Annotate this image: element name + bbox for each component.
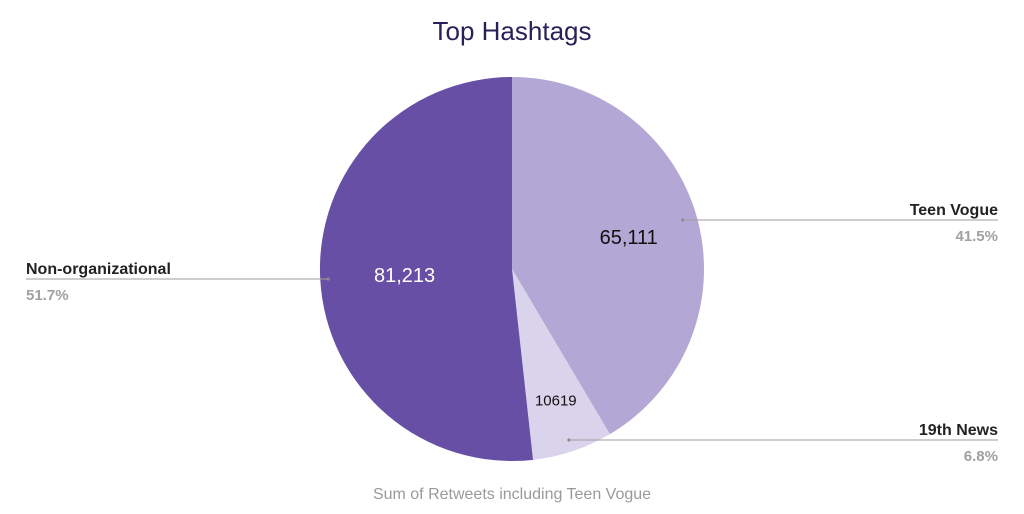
slice-value-labels: 65,111 10619 81,213 [374, 227, 658, 409]
slice-value-label-teen-vogue: 65,111 [600, 227, 658, 249]
callout-percent-teen-vogue: 41.5% [955, 228, 998, 245]
slice-value-label-19th-news: 10619 [535, 393, 577, 410]
callout-percent-non-organizational: 51.7% [26, 287, 69, 304]
pie-slices [319, 77, 704, 461]
chart-title: Top Hashtags [432, 16, 592, 46]
pie-slice-19th-news [512, 269, 610, 460]
pie-slice-non-organizational [319, 77, 534, 461]
callout-name-19th-news: 19th News [919, 422, 998, 439]
slice-value-label-non-organizational: 81,213 [374, 265, 435, 287]
callout-name-non-organizational: Non-organizational [26, 261, 171, 278]
slice-callouts: Teen Vogue 41.5% 19th News 6.8% Non-organiza… [26, 202, 998, 465]
callout-percent-19th-news: 6.8% [964, 448, 998, 465]
chart-caption: Sum of Retweets including Teen Vogue [372, 486, 652, 503]
pie-slice-teen-vogue [512, 77, 704, 435]
callout-name-teen-vogue: Teen Vogue [910, 202, 998, 219]
